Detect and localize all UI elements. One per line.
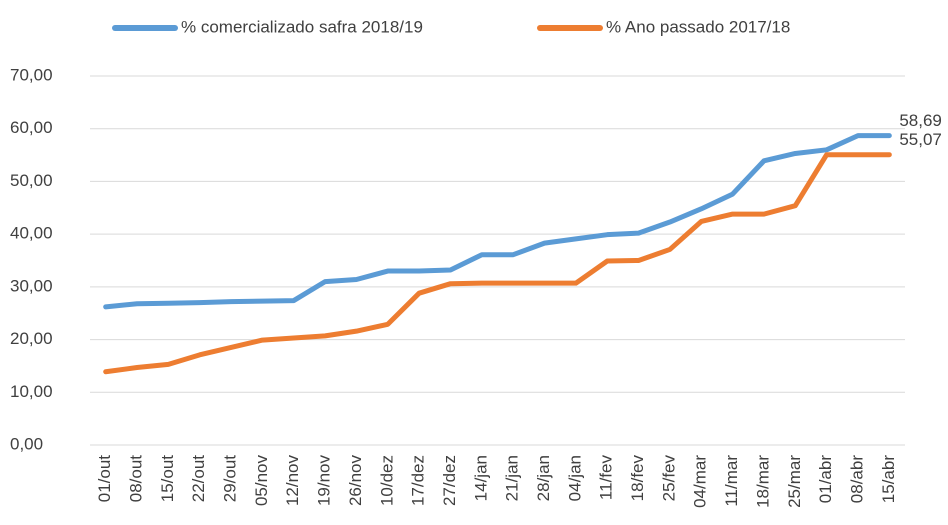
- x-tick-label: 15/abr: [879, 455, 898, 504]
- x-tick-label: 28/jan: [534, 455, 553, 501]
- y-tick-label: 10,00: [10, 382, 53, 401]
- x-tick-label: 15/out: [158, 455, 177, 503]
- data-label: 55,07: [899, 130, 942, 149]
- x-tick-label: 01/abr: [816, 455, 835, 504]
- y-tick-label: 60,00: [10, 118, 53, 137]
- x-tick-label: 29/out: [221, 455, 240, 503]
- x-tick-label: 25/fev: [659, 455, 678, 502]
- y-tick-label: 50,00: [10, 171, 53, 190]
- x-tick-label: 12/nov: [283, 455, 302, 507]
- x-tick-label: 01/out: [95, 455, 114, 503]
- y-tick-label: 30,00: [10, 276, 53, 295]
- x-tick-label: 21/jan: [503, 455, 522, 501]
- x-tick-label: 04/jan: [565, 455, 584, 501]
- x-tick-label: 25/mar: [785, 455, 804, 508]
- x-tick-label: 27/dez: [440, 455, 459, 506]
- series-line: [103, 152, 892, 375]
- x-tick-label: 08/abr: [847, 455, 866, 504]
- data-label: 58,69: [899, 111, 942, 130]
- y-tick-label: 40,00: [10, 224, 53, 243]
- legend-label: % Ano passado 2017/18: [606, 17, 790, 36]
- x-tick-label: 14/jan: [471, 455, 490, 501]
- x-tick-label: 26/nov: [346, 455, 365, 507]
- x-tick-label: 11/fev: [597, 455, 616, 501]
- y-tick-label: 70,00: [10, 65, 53, 84]
- series-line: [103, 133, 892, 310]
- x-tick-label: 22/out: [189, 455, 208, 503]
- x-tick-label: 10/dez: [377, 455, 396, 506]
- x-tick-label: 19/nov: [315, 455, 334, 507]
- x-tick-label: 08/out: [127, 455, 146, 503]
- x-tick-label: 17/dez: [409, 455, 428, 506]
- x-tick-label: 11/mar: [722, 455, 741, 507]
- y-tick-label: 20,00: [10, 329, 53, 348]
- legend-label: % comercializado safra 2018/19: [181, 17, 423, 36]
- x-tick-label: 04/mar: [691, 455, 710, 508]
- x-tick-label: 18/fev: [628, 455, 647, 502]
- x-tick-label: 05/nov: [252, 455, 271, 507]
- y-tick-label: 0,00: [10, 434, 43, 453]
- x-tick-label: 18/mar: [753, 455, 772, 508]
